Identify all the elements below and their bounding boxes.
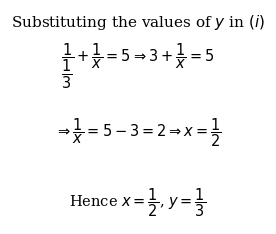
Text: Hence $x = \dfrac{1}{2}$, $y = \dfrac{1}{3}$: Hence $x = \dfrac{1}{2}$, $y = \dfrac{1}… bbox=[69, 186, 207, 219]
Text: Substituting the values of $y$ in $(i)$: Substituting the values of $y$ in $(i)$ bbox=[11, 13, 265, 32]
Text: $\Rightarrow \dfrac{1}{x} = 5 - 3 = 2 \Rightarrow x = \dfrac{1}{2}$: $\Rightarrow \dfrac{1}{x} = 5 - 3 = 2 \R… bbox=[55, 117, 221, 150]
Text: $\dfrac{1}{\dfrac{1}{3}} + \dfrac{1}{x} = 5 \Rightarrow 3 + \dfrac{1}{x} = 5$: $\dfrac{1}{\dfrac{1}{3}} + \dfrac{1}{x} … bbox=[61, 42, 215, 91]
